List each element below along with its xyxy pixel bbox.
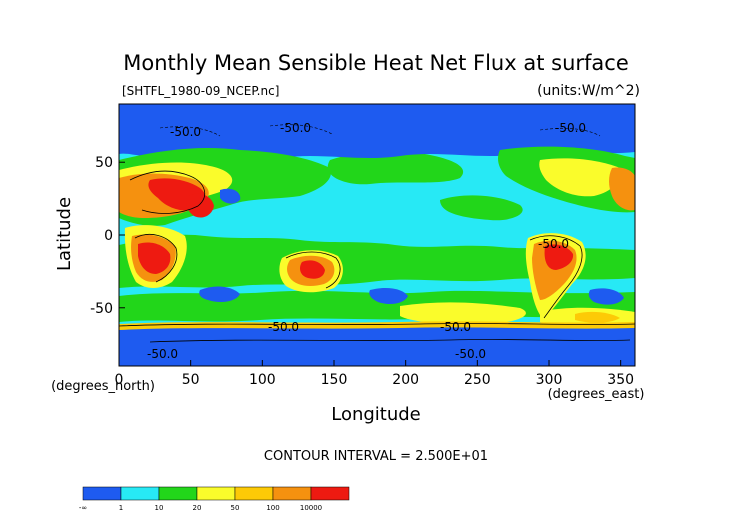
x-tick-label: 200: [392, 372, 419, 388]
legend-swatch: [120, 486, 160, 501]
legend-swatch: [82, 486, 122, 501]
y-axis: 50 0 -50: [90, 155, 125, 317]
contour-lines: [119, 170, 635, 343]
region-arabia-red: [186, 193, 214, 218]
y-tick-label: 50: [95, 155, 113, 171]
region-pacific-green: [440, 195, 523, 221]
legend-swatch: [310, 486, 350, 501]
legend-swatch: [272, 486, 312, 501]
region-samerica-red: [544, 244, 574, 270]
region-atlantic-orange: [575, 311, 620, 323]
contour-lines-negative: [159, 124, 601, 137]
y-tick-label: -50: [90, 301, 113, 317]
contour-label: -50.0: [555, 121, 586, 135]
region-namerica-yellow: [539, 158, 621, 197]
x-tick-label: 350: [607, 372, 634, 388]
region-midlat-green: [327, 150, 464, 185]
chart-title: Monthly Mean Sensible Heat Net Flux at s…: [123, 51, 629, 75]
x-tick-label: 250: [464, 372, 491, 388]
contour-label: -50.0: [440, 320, 471, 334]
region-antarctic-bottom: [119, 352, 635, 366]
x-tick-label: 300: [536, 372, 563, 388]
contour-label: -50.0: [538, 237, 569, 251]
x-units-label: (degrees_east): [548, 387, 645, 402]
legend-label: -∞: [79, 504, 87, 512]
region-indian-blue: [199, 286, 240, 302]
region-pacific-blue: [369, 288, 408, 304]
y-tick-label: 0: [104, 228, 113, 244]
x-axis: 0 50 100 150 200 250 300 350: [115, 360, 634, 388]
region-arctic: [119, 104, 635, 160]
x-tick-label: 150: [321, 372, 348, 388]
contour-label: -50.0: [268, 320, 299, 334]
contour-labels: -50.0 -50.0 -50.0 -50.0 -50.0 -50.0 -50.…: [147, 121, 586, 361]
x-tick-label: 50: [182, 372, 200, 388]
x-tick-label: 100: [249, 372, 276, 388]
region-southern-yellow: [400, 302, 526, 325]
legend-label: 100: [266, 504, 279, 512]
dataset-filename: [SHTFL_1980-09_NCEP.nc]: [122, 84, 279, 98]
contour-label: -50.0: [280, 121, 311, 135]
region-safrica-red: [138, 242, 171, 274]
legend-label: 20: [193, 504, 202, 512]
contour-interval-note: CONTOUR INTERVAL = 2.500E+01: [264, 449, 488, 464]
x-axis-title: Longitude: [331, 404, 421, 425]
legend-label: 50: [231, 504, 240, 512]
legend-label: 10000: [300, 504, 322, 512]
legend-label: 10: [155, 504, 164, 512]
units-label: (units:W/m^2): [537, 83, 640, 99]
contour-label: -50.0: [455, 347, 486, 361]
contour-label: -50.0: [147, 347, 178, 361]
legend-label: 1: [119, 504, 123, 512]
contour-label: -50.0: [170, 125, 201, 139]
map-field: -50.0 -50.0 -50.0 -50.0 -50.0 -50.0 -50.…: [119, 104, 635, 366]
y-units-label: (degrees_north): [51, 379, 155, 394]
region-kuroshio-blue: [220, 188, 241, 204]
y-axis-title: Latitude: [54, 197, 75, 271]
legend-swatch: [158, 486, 198, 501]
region-atlantic-blue: [588, 288, 624, 305]
legend-swatch: [196, 486, 236, 501]
region-tropics-green: [119, 234, 635, 288]
color-legend: -∞ 1 10 20 50 100 10000: [79, 486, 350, 512]
region-australia-red: [300, 260, 325, 279]
region-namerica-orange: [609, 167, 635, 211]
x-tick-label: 0: [115, 372, 124, 388]
legend-swatch: [234, 486, 274, 501]
